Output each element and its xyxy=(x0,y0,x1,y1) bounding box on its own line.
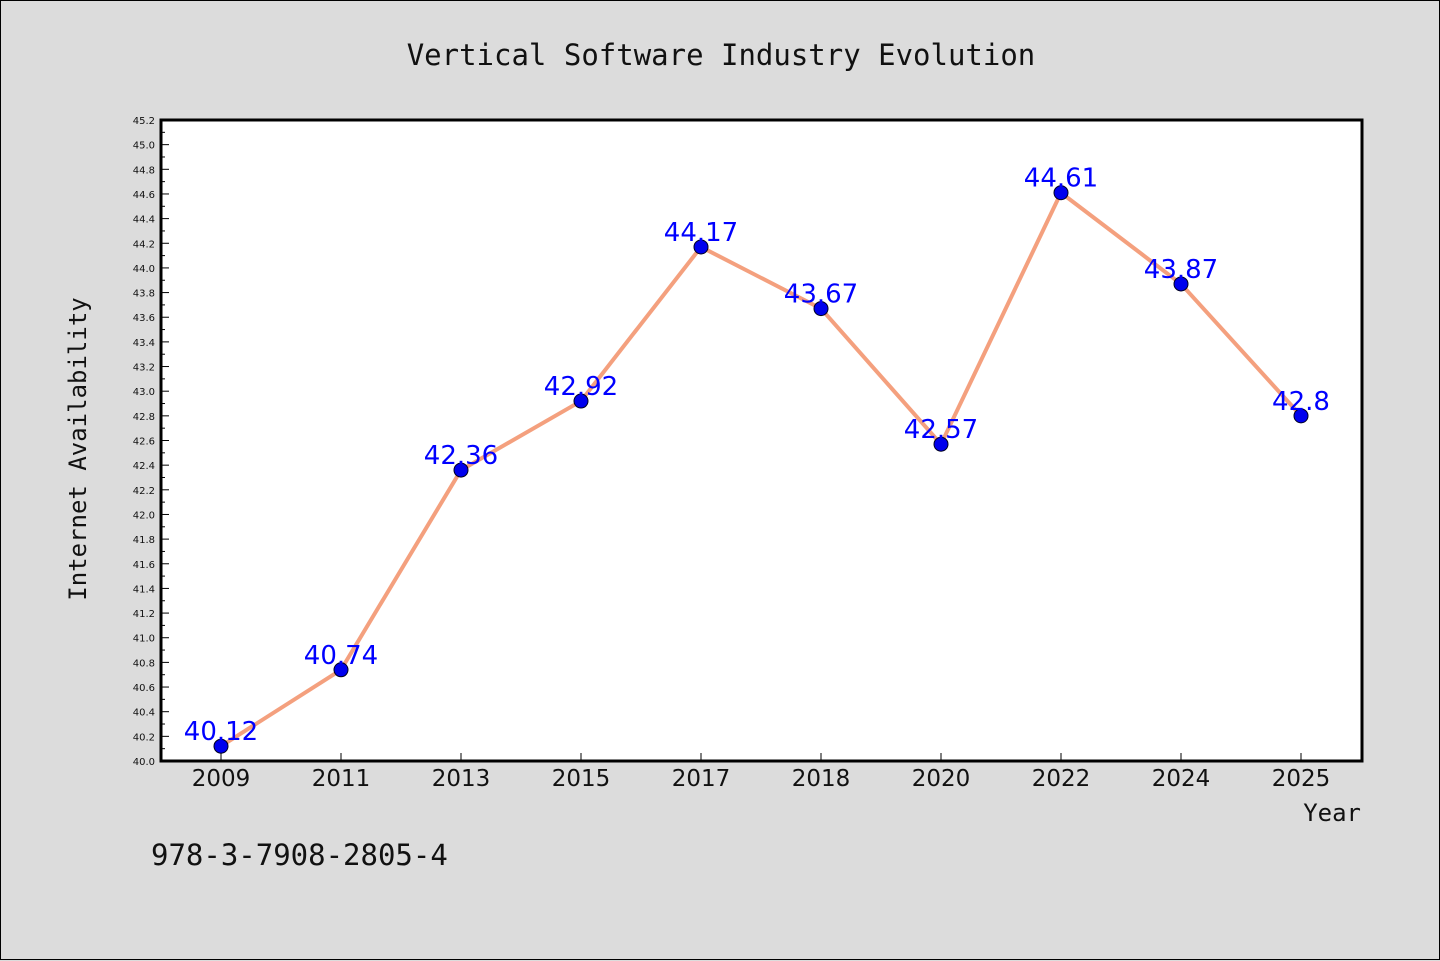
data-point xyxy=(1173,276,1189,292)
x-tick-label: 2018 xyxy=(792,766,851,792)
x-axis: 2009 2011 2013 2015 2017 2018 2020 2022 2024 2025 xyxy=(192,753,1331,792)
y-tick-label: 42.8 xyxy=(133,412,155,423)
x-tick-label: 2013 xyxy=(432,766,491,792)
data-point xyxy=(1293,408,1309,424)
y-tick-label: 40.6 xyxy=(133,683,155,694)
data-label: 42.36 xyxy=(424,441,498,471)
y-axis-title: Internet Availability xyxy=(64,297,92,600)
data-point xyxy=(693,239,709,255)
y-tick-label: 45.2 xyxy=(133,116,155,127)
series xyxy=(213,185,1309,754)
y-tick-label: 43.2 xyxy=(133,363,155,374)
y-tick-label: 44.6 xyxy=(133,190,155,201)
y-tick-label: 42.4 xyxy=(133,461,155,472)
series-line xyxy=(219,190,1303,748)
y-tick-label: 43.4 xyxy=(133,338,155,349)
y-tick-label: 44.8 xyxy=(133,165,155,176)
data-label: 43.87 xyxy=(1144,255,1218,285)
data-label: 40.12 xyxy=(184,717,258,747)
data-point xyxy=(453,462,469,478)
data-label: 44.17 xyxy=(664,218,738,248)
y-tick-label: 45.0 xyxy=(133,141,155,152)
y-tick-label: 40.4 xyxy=(133,708,155,719)
y-tick-label: 43.8 xyxy=(133,289,155,300)
x-tick-label: 2022 xyxy=(1032,766,1091,792)
data-point xyxy=(333,662,349,678)
data-point xyxy=(933,436,949,452)
x-tick-label: 2015 xyxy=(552,766,611,792)
data-labels: 40.12 40.74 42.36 42.92 44.17 43.67 42.57 44.61… xyxy=(184,164,1330,747)
y-tick-label: 43.6 xyxy=(133,313,155,324)
data-label: 43.67 xyxy=(784,280,858,310)
data-label: 44.61 xyxy=(1024,164,1098,194)
x-tick-label: 2011 xyxy=(312,766,371,792)
y-tick-label: 41.6 xyxy=(133,560,155,571)
y-tick-label: 44.0 xyxy=(133,264,155,275)
x-tick-label: 2009 xyxy=(192,766,251,792)
plot-area xyxy=(159,118,1364,763)
y-tick-label: 42.6 xyxy=(133,437,155,448)
y-tick-label: 42.0 xyxy=(133,510,155,521)
data-label: 42.57 xyxy=(904,415,978,445)
x-tick-label: 2017 xyxy=(672,766,731,792)
y-tick-label: 44.4 xyxy=(133,215,155,226)
data-label: 42.92 xyxy=(544,372,618,402)
y-tick-label: 40.2 xyxy=(133,732,155,743)
data-point xyxy=(573,393,589,409)
y-tick-label: 40.8 xyxy=(133,658,155,669)
y-axis: 40.0 40.2 40.4 40.6 40.8 41.0 41.2 41.4 41.6 41.8… xyxy=(133,116,169,768)
x-tick-label: 2020 xyxy=(912,766,971,792)
x-tick-label: 2024 xyxy=(1152,766,1211,792)
y-tick-label: 44.2 xyxy=(133,239,155,250)
y-tick-label: 40.0 xyxy=(133,757,155,768)
y-tick-label: 41.0 xyxy=(133,634,155,645)
data-label: 40.74 xyxy=(304,641,378,671)
footnote-isbn: 978-3-7908-2805-4 xyxy=(151,838,448,872)
data-point xyxy=(1053,185,1069,201)
y-tick-label: 41.8 xyxy=(133,535,155,546)
y-tick-label: 41.2 xyxy=(133,609,155,620)
y-tick-label: 41.4 xyxy=(133,584,155,595)
x-axis-title: Year xyxy=(1303,799,1361,827)
data-label: 42.8 xyxy=(1272,387,1330,417)
chart-title: Vertical Software Industry Evolution xyxy=(407,38,1036,72)
y-tick-label: 42.2 xyxy=(133,486,155,497)
y-tick-label: 43.0 xyxy=(133,387,155,398)
x-tick-label: 2025 xyxy=(1272,766,1331,792)
data-point xyxy=(813,301,829,317)
data-point xyxy=(213,738,229,754)
